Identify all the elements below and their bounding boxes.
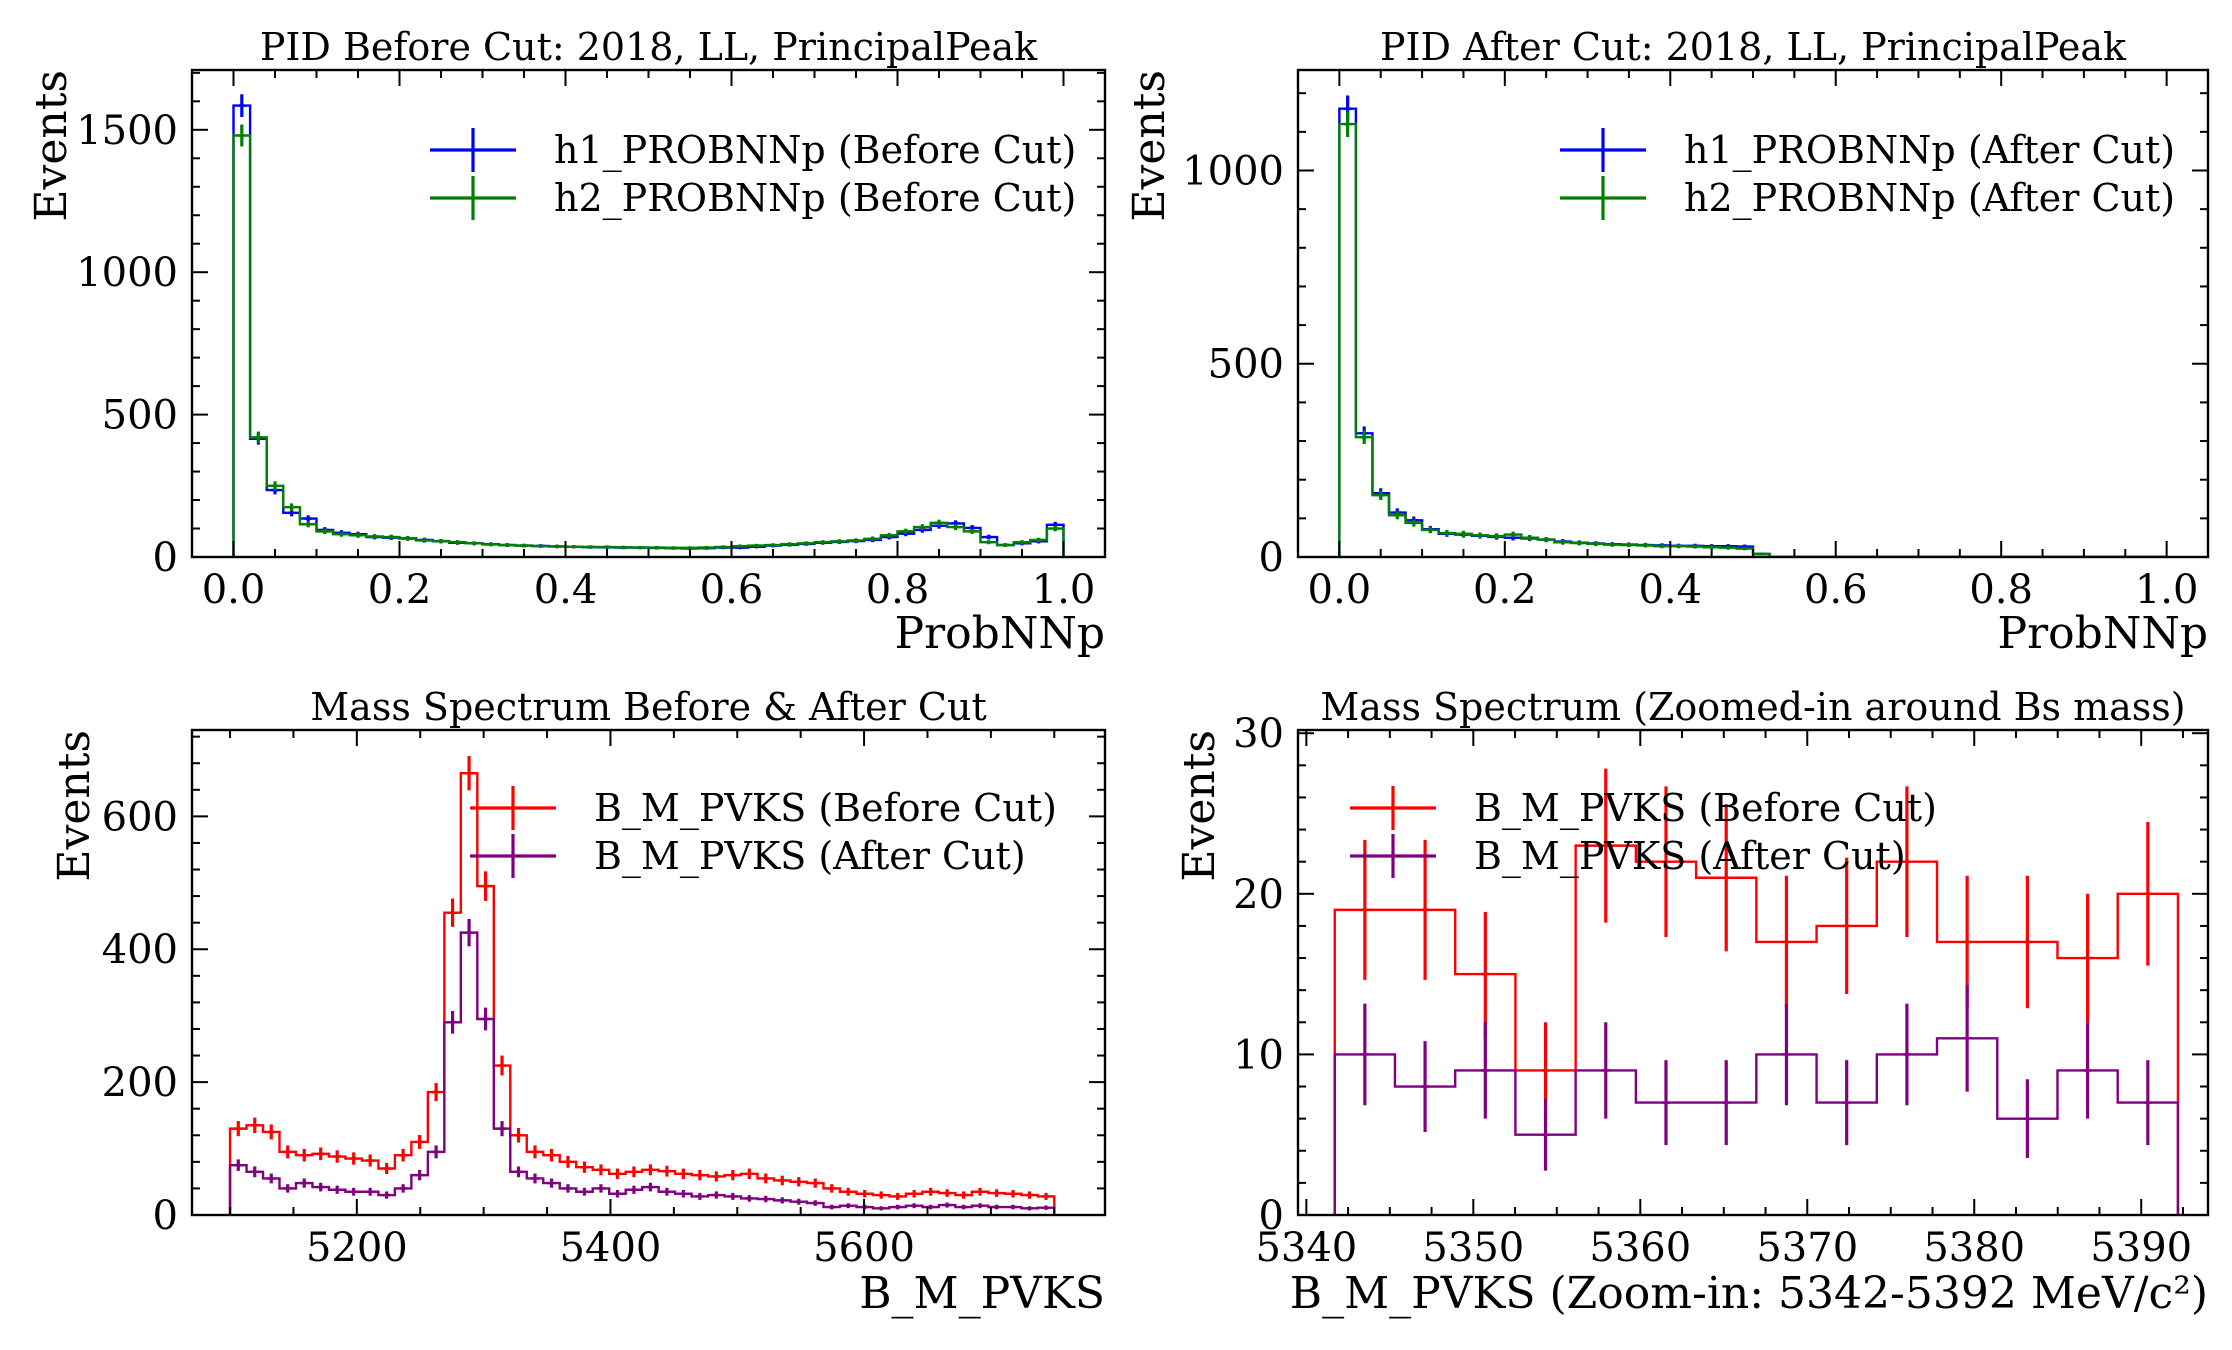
y-axis-label: Events (49, 730, 100, 882)
x-tick-label: 0.6 (1804, 567, 1868, 613)
x-tick-label: 0.4 (1638, 567, 1702, 613)
y-tick-label: 1000 (76, 250, 178, 296)
panel-pid-after-cut: PID After Cut: 2018, LL, PrincipalPeak 0.… (1124, 25, 2210, 659)
histogram-step-line (1333, 844, 2180, 1215)
x-tick-label: 5600 (813, 1225, 915, 1271)
legend-entry: B_M_PVKS (Before Cut) (1350, 786, 1937, 831)
x-tick-label: 0.8 (1969, 567, 2033, 613)
x-tick-label: 5340 (1255, 1225, 1357, 1271)
chart-title: PID Before Cut: 2018, LL, PrincipalPeak (260, 25, 1038, 69)
series-0 (1333, 768, 2180, 1215)
x-tick-label: 0.2 (368, 567, 432, 613)
y-axis-label: Events (1124, 70, 1175, 222)
y-tick-label: 1500 (76, 108, 178, 154)
plot-area (1338, 95, 2167, 557)
axes-frame (190, 728, 1107, 1217)
x-tick-label: 0.6 (700, 567, 764, 613)
x-axis-label: ProbNNp (895, 608, 1105, 659)
x-tick-label: 5370 (1756, 1225, 1858, 1271)
legend-entry: h2_PROBNNp (After Cut) (1560, 176, 2175, 221)
chart-title: Mass Spectrum (Zoomed-in around Bs mass) (1320, 685, 2185, 729)
legend-entry: B_M_PVKS (After Cut) (470, 834, 1026, 879)
x-axis-label: B_M_PVKS (859, 1268, 1105, 1319)
x-tick-label: 0.2 (1473, 567, 1537, 613)
y-axis-label: Events (1174, 730, 1225, 882)
x-tick-label: 1.0 (2135, 567, 2199, 613)
legend-label: B_M_PVKS (After Cut) (594, 834, 1026, 879)
x-tick-label: 0.4 (534, 567, 598, 613)
series-0 (228, 756, 1056, 1215)
histogram-step-line (1333, 1037, 2180, 1215)
panel-pid-before-cut: PID Before Cut: 2018, LL, PrincipalPeak 0… (26, 25, 1107, 659)
series-1 (1333, 985, 2180, 1215)
panel-mass-spectrum: Mass Spectrum Before & After Cut 5200 5400… (49, 685, 1107, 1319)
x-tick-label: 5380 (1923, 1225, 2025, 1271)
legend-label: h1_PROBNNp (Before Cut) (554, 128, 1076, 173)
legend-entry: h2_PROBNNp (Before Cut) (430, 176, 1076, 221)
axes-frame (1296, 728, 2210, 1217)
legend-label: B_M_PVKS (Before Cut) (594, 786, 1057, 831)
series-1 (228, 918, 1056, 1215)
legend-label: B_M_PVKS (Before Cut) (1474, 786, 1937, 831)
chart-title: Mass Spectrum Before & After Cut (310, 685, 986, 729)
y-tick-label: 10 (1233, 1032, 1284, 1078)
histogram-step-line (232, 104, 1065, 557)
x-tick-label: 0.0 (1308, 567, 1372, 613)
legend-entry: h1_PROBNNp (Before Cut) (430, 128, 1076, 173)
series-1 (1338, 111, 2167, 557)
histogram-step-line (232, 134, 1065, 557)
legend-entry: h1_PROBNNp (After Cut) (1560, 128, 2175, 173)
y-tick-label: 0 (153, 1193, 178, 1239)
y-tick-label: 400 (102, 927, 178, 973)
x-tick-label: 5390 (2090, 1225, 2192, 1271)
x-axis-label: ProbNNp (1998, 608, 2208, 659)
y-tick-label: 0 (153, 535, 178, 581)
y-tick-label: 500 (102, 393, 178, 439)
y-tick-label: 200 (102, 1060, 178, 1106)
series-1 (232, 124, 1065, 557)
x-tick-label: 1.0 (1032, 567, 1096, 613)
legend-label: B_M_PVKS (After Cut) (1474, 834, 1906, 879)
y-tick-label: 500 (1208, 342, 1284, 388)
histogram-step-line (228, 771, 1056, 1215)
histogram-step-line (1338, 122, 2167, 557)
y-tick-label: 0 (1259, 1193, 1284, 1239)
x-axis-label: B_M_PVKS (Zoom-in: 5342-5392 MeV/c²) (1290, 1268, 2208, 1319)
plot-area (232, 94, 1065, 557)
y-axis-label: Events (26, 70, 77, 222)
plot-area (1333, 768, 2180, 1215)
y-tick-label: 1000 (1182, 148, 1284, 194)
y-tick-label: 600 (102, 794, 178, 840)
x-tick-label: 0.8 (866, 567, 930, 613)
chart-title: PID After Cut: 2018, LL, PrincipalPeak (1380, 25, 2127, 69)
x-tick-label: 5400 (560, 1225, 662, 1271)
legend-label: h2_PROBNNp (Before Cut) (554, 176, 1076, 221)
legend-label: h1_PROBNNp (After Cut) (1684, 128, 2175, 173)
legend-label: h2_PROBNNp (After Cut) (1684, 176, 2175, 221)
plot-area (228, 756, 1056, 1215)
x-tick-label: 5200 (306, 1225, 408, 1271)
panel-mass-spectrum-zoom: Mass Spectrum (Zoomed-in around Bs mass)… (1174, 685, 2210, 1319)
x-tick-label: 5350 (1422, 1225, 1524, 1271)
legend-entry: B_M_PVKS (After Cut) (1350, 834, 1906, 879)
y-tick-label: 30 (1233, 711, 1284, 757)
legend-entry: B_M_PVKS (Before Cut) (470, 786, 1057, 831)
y-tick-label: 0 (1259, 535, 1284, 581)
x-tick-label: 0.0 (202, 567, 266, 613)
y-tick-label: 20 (1233, 872, 1284, 918)
x-tick-label: 5360 (1589, 1225, 1691, 1271)
